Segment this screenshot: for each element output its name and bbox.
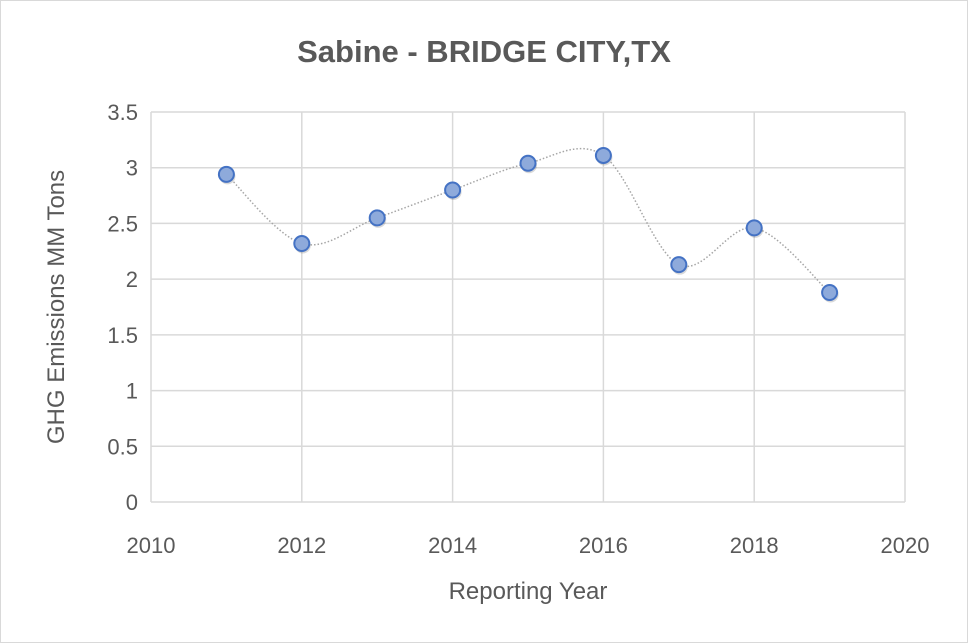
chart-title: Sabine - BRIDGE CITY,TX <box>297 34 671 69</box>
x-tick-label: 2020 <box>881 533 930 558</box>
x-tick-label: 2018 <box>730 533 779 558</box>
data-point <box>594 146 612 164</box>
data-point <box>821 284 839 302</box>
data-point <box>444 181 462 199</box>
data-point <box>217 165 235 183</box>
y-axis-label: GHG Emissions MM Tons <box>43 170 70 444</box>
data-point <box>519 154 537 172</box>
y-tick-label: 0.5 <box>107 434 138 459</box>
x-tick-label: 2014 <box>428 533 477 558</box>
data-point <box>293 234 311 252</box>
x-tick-label: 2016 <box>579 533 628 558</box>
data-point <box>745 219 763 237</box>
x-tick-label: 2012 <box>277 533 326 558</box>
y-tick-label: 3.5 <box>107 100 138 125</box>
y-tick-label: 0 <box>126 490 138 515</box>
x-axis-label: Reporting Year <box>449 578 608 605</box>
y-tick-label: 2 <box>126 267 138 292</box>
x-tick-label: 2010 <box>127 533 176 558</box>
y-tick-label: 3 <box>126 156 138 181</box>
y-tick-label: 2.5 <box>107 211 138 236</box>
data-point <box>670 256 688 274</box>
y-tick-label: 1.5 <box>107 323 138 348</box>
y-tick-label: 1 <box>126 379 138 404</box>
data-point <box>368 209 386 227</box>
series-line <box>225 147 831 294</box>
